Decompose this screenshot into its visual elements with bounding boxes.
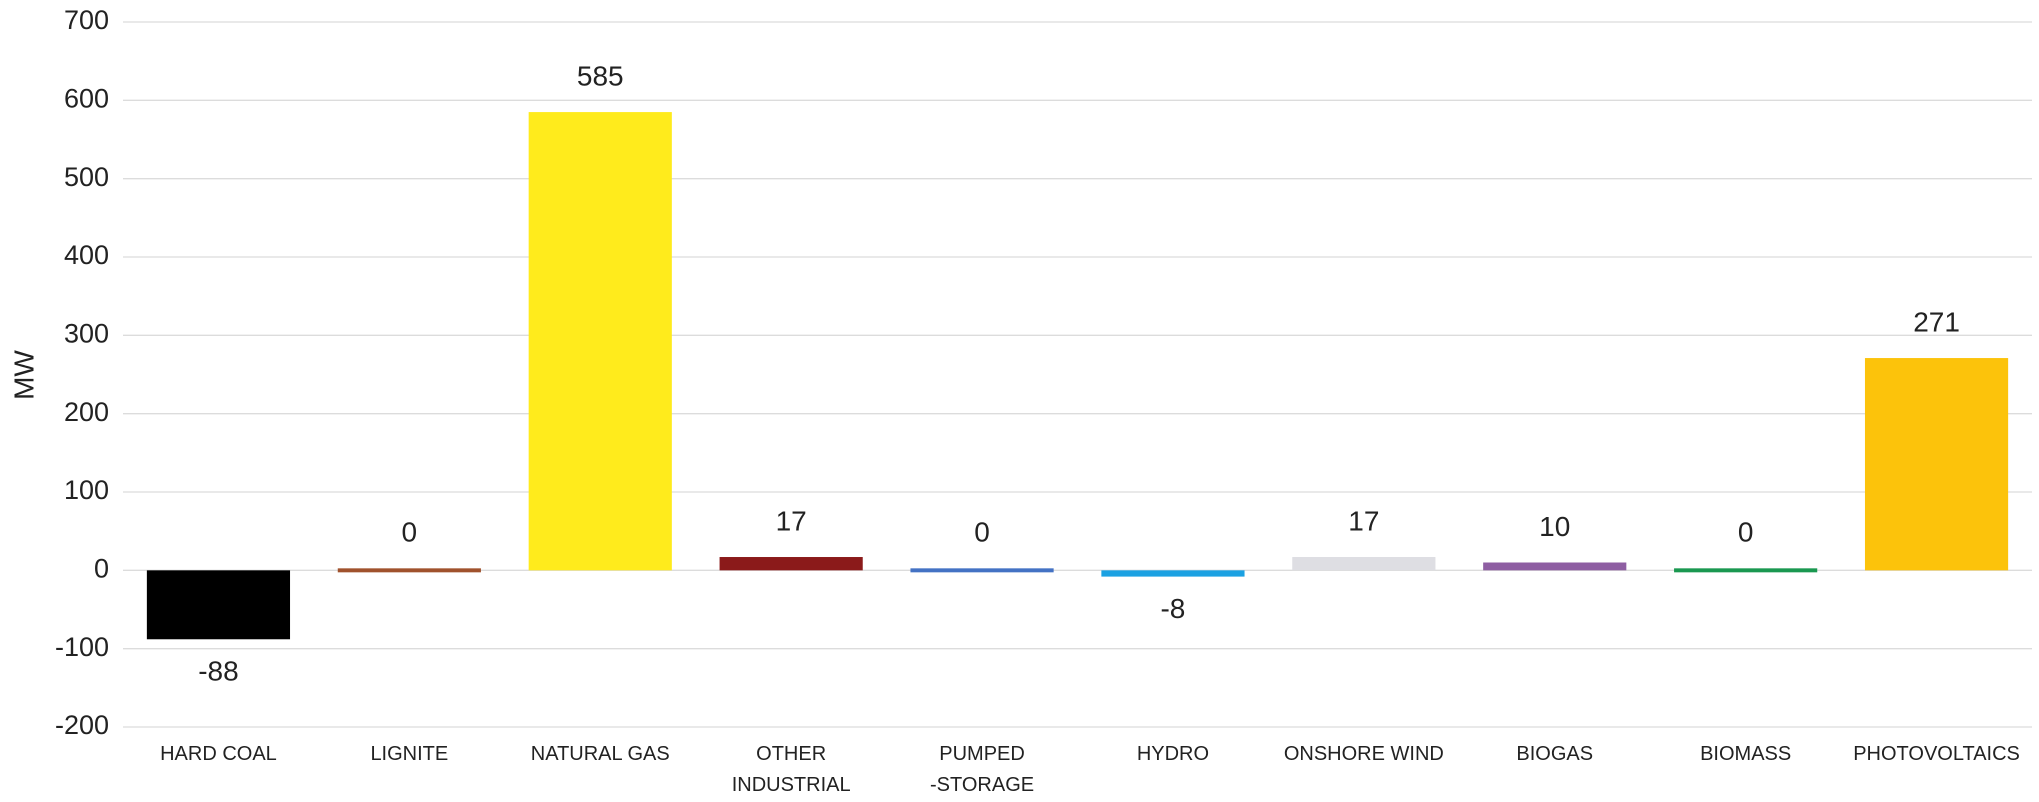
bar <box>1292 557 1436 571</box>
bar <box>1674 568 1818 573</box>
bar <box>910 568 1054 573</box>
x-tick-label: BIOMASS <box>1700 743 1791 765</box>
x-tick-label: HYDRO <box>1137 743 1209 765</box>
bar <box>146 570 291 640</box>
x-tick-label: BIOGAS <box>1516 743 1593 765</box>
x-tick-label: PHOTOVOLTAICS <box>1853 743 2020 765</box>
y-tick-label: -100 <box>55 632 109 662</box>
value-label: 585 <box>577 60 624 91</box>
x-tick-label: ONSHORE WIND <box>1284 743 1444 765</box>
value-label: 0 <box>974 517 990 548</box>
bar <box>337 568 481 573</box>
bar <box>528 112 672 571</box>
value-label: 17 <box>776 505 807 536</box>
y-tick-label: -200 <box>55 710 109 740</box>
y-axis-label: MW <box>8 350 39 400</box>
bar <box>1483 562 1627 571</box>
x-tick-label-line: LIGNITE <box>370 743 448 765</box>
value-label: 0 <box>402 517 418 548</box>
y-tick-label: 200 <box>64 397 109 427</box>
value-label: 0 <box>1738 517 1754 548</box>
bar <box>719 557 863 571</box>
value-label: -8 <box>1160 593 1185 624</box>
x-tick-label-line: BIOGAS <box>1516 743 1593 765</box>
x-tick-label: PUMPED -STORAGE <box>930 743 1034 796</box>
x-tick-label-line: HARD COAL <box>160 743 277 765</box>
y-tick-label: 300 <box>64 318 109 348</box>
x-tick-label-line: ONSHORE WIND <box>1284 743 1444 765</box>
y-tick-label: 500 <box>64 162 109 192</box>
y-tick-label: 0 <box>94 553 109 583</box>
x-tick-label-line: HYDRO <box>1137 743 1209 765</box>
y-tick-label: 700 <box>64 5 109 35</box>
x-tick-label: NATURAL GAS <box>531 743 670 765</box>
x-tick-label: OTHER INDUSTRIAL <box>732 743 851 796</box>
bar <box>1101 570 1245 577</box>
x-tick-label-line: PHOTOVOLTAICS <box>1853 743 2020 765</box>
value-label: 10 <box>1539 511 1570 542</box>
y-tick-label: 100 <box>64 475 109 505</box>
value-label: -88 <box>198 656 238 687</box>
value-label: 271 <box>1913 306 1960 337</box>
x-tick-label-line: NATURAL GAS <box>531 743 670 765</box>
bar <box>1864 358 2009 571</box>
y-tick-label: 400 <box>64 240 109 270</box>
x-tick-label: HARD COAL <box>160 743 277 765</box>
x-tick-label-line: -STORAGE <box>930 774 1034 796</box>
y-tick-label: 600 <box>64 83 109 113</box>
x-tick-label-line: OTHER <box>756 743 826 765</box>
x-tick-label-line: BIOMASS <box>1700 743 1791 765</box>
x-tick-label-line: INDUSTRIAL <box>732 774 851 796</box>
value-label: 17 <box>1348 505 1379 536</box>
x-tick-label-line: PUMPED <box>939 743 1025 765</box>
x-tick-label: LIGNITE <box>370 743 448 765</box>
